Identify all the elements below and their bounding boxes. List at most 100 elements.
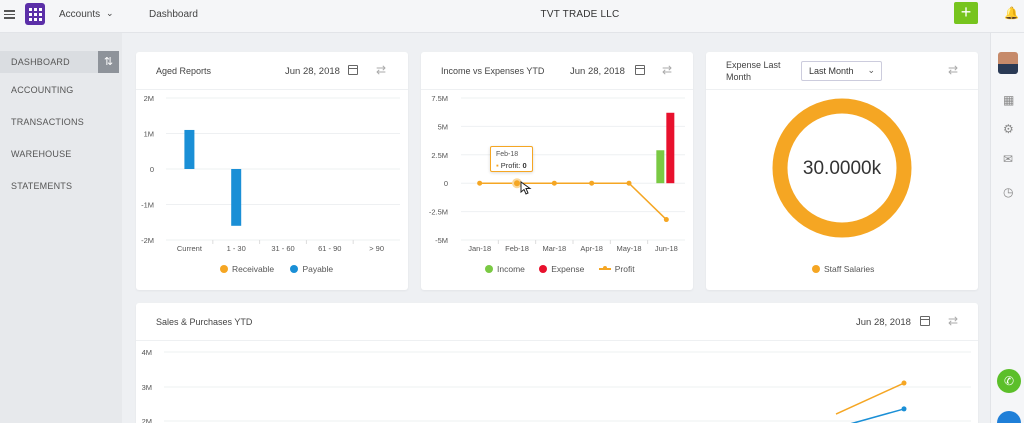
card-title-line2: Month xyxy=(726,72,752,82)
tooltip-value: 0 xyxy=(522,161,527,170)
x-tick-label: Apr-18 xyxy=(580,244,603,253)
sidebar-item-warehouse[interactable]: WAREHOUSE xyxy=(11,149,72,159)
x-tick-label: 31 - 60 xyxy=(271,244,294,253)
card-title: Expense Last Month xyxy=(726,59,781,83)
card-title: Sales & Purchases YTD xyxy=(156,317,253,327)
y-tick-label: 7.5M xyxy=(431,94,448,103)
x-tick-label: Jan-18 xyxy=(468,244,491,253)
sliders-icon[interactable]: ⇅ xyxy=(98,51,119,73)
sales-purchases-card: Sales & Purchases YTD Jun 28, 2018 ⇄ 4M 3… xyxy=(136,303,978,423)
legend-profit: Profit xyxy=(614,264,635,274)
card-header: Expense Last Month Last Month ⌄ ⇄ xyxy=(706,52,978,90)
x-tick-label: 1 - 30 xyxy=(227,244,246,253)
calendar-icon[interactable] xyxy=(348,65,358,75)
x-tick-label: May-18 xyxy=(616,244,641,253)
card-date: Jun 28, 2018 xyxy=(856,317,911,328)
sidebar: ⇅ DASHBOARD ACCOUNTING TRANSACTIONS WARE… xyxy=(0,33,122,423)
app-logo-icon[interactable] xyxy=(25,3,45,25)
calendar-icon[interactable] xyxy=(920,316,930,326)
card-date: Jun 28, 2018 xyxy=(285,66,340,77)
refresh-icon[interactable]: ⇄ xyxy=(662,63,673,77)
income-legend: Income Expense Profit xyxy=(485,264,635,274)
clock-icon[interactable]: ◷ xyxy=(1003,185,1014,199)
breadcrumb: Dashboard xyxy=(149,9,198,20)
profit-point xyxy=(663,217,669,223)
y-tick-label: -2.5M xyxy=(429,208,448,217)
period-select-value: Last Month xyxy=(809,66,854,76)
donut-slice-staff-salaries[interactable] xyxy=(772,98,912,238)
refresh-icon[interactable]: ⇄ xyxy=(948,314,959,328)
expense-legend: Staff Salaries xyxy=(812,264,874,274)
legend-expense: Expense xyxy=(551,264,585,274)
chevron-down-icon: ⌄ xyxy=(867,65,875,75)
payable-swatch xyxy=(290,265,299,273)
tooltip-month: Feb-18 xyxy=(496,151,519,158)
y-tick-label: 2.5M xyxy=(431,151,448,160)
chart-tooltip: Feb-18 ▪ Profit: 0 xyxy=(490,146,533,172)
profit-point xyxy=(589,180,595,186)
sidebar-active-highlight xyxy=(0,51,98,73)
profit-swatch xyxy=(598,266,611,270)
calendar-icon[interactable] xyxy=(635,65,645,75)
income-chart: 7.5M 5M 2.5M 0 -2.5M -5M Jan-18 Feb-18 Mar-18 Apr… xyxy=(429,94,685,253)
bar-income xyxy=(656,150,665,184)
x-tick-label: 61 - 90 xyxy=(318,244,341,253)
y-tick-label: 1M xyxy=(144,130,154,139)
profit-line xyxy=(479,182,667,221)
expense-donut-chart xyxy=(772,98,912,238)
card-title: Income vs Expenses YTD xyxy=(441,66,545,76)
y-tick-label: 0 xyxy=(150,165,154,174)
app-switcher-label[interactable]: Accounts xyxy=(59,9,101,20)
legend-payable: Payable xyxy=(302,264,334,274)
bar-payable xyxy=(184,129,195,169)
gear-icon[interactable]: ⚙ xyxy=(1003,122,1014,136)
y-tick-label: -2M xyxy=(141,236,154,245)
chevron-down-icon[interactable]: ⌄ xyxy=(106,8,114,18)
x-tick-label: Jun-18 xyxy=(655,244,678,253)
mail-icon[interactable]: ✉ xyxy=(1003,152,1014,166)
staff-salaries-swatch xyxy=(812,265,820,273)
card-title: Aged Reports xyxy=(156,66,212,76)
sales-chart: 4M 3M 2M xyxy=(142,348,971,423)
sidebar-item-statements[interactable]: STATEMENTS xyxy=(11,181,73,191)
tooltip-value-row: ▪ Profit: 0 xyxy=(496,161,527,170)
sidebar-item-transactions[interactable]: TRANSACTIONS xyxy=(11,117,84,127)
sales-line xyxy=(835,382,905,415)
chat-button[interactable] xyxy=(997,411,1021,423)
right-toolbar: ▦ ⚙ ✉ ◷ ✆ xyxy=(990,33,1024,423)
income-swatch xyxy=(485,265,493,273)
receivable-swatch xyxy=(220,265,228,273)
top-bar: Accounts ⌄ Dashboard TVT TRADE LLC + 🔔 xyxy=(0,0,1024,33)
sidebar-item-dashboard[interactable]: DASHBOARD xyxy=(11,57,70,67)
card-header: Sales & Purchases YTD Jun 28, 2018 ⇄ xyxy=(136,303,978,341)
profit-point xyxy=(551,180,557,186)
sidebar-item-accounting[interactable]: ACCOUNTING xyxy=(11,85,74,95)
x-tick-label: > 90 xyxy=(369,244,384,253)
expense-swatch xyxy=(539,265,548,273)
layout-icon[interactable]: ▦ xyxy=(1003,93,1015,107)
x-tick-label: Feb-18 xyxy=(505,244,529,253)
bar-expense xyxy=(666,112,675,184)
tooltip-label: Profit: xyxy=(500,161,521,170)
period-select[interactable]: Last Month ⌄ xyxy=(801,61,882,81)
aged-legend: Receivable Payable xyxy=(220,264,333,274)
refresh-icon[interactable]: ⇄ xyxy=(948,63,959,77)
sales-line xyxy=(850,408,905,423)
donut-center-value: 30.0000k xyxy=(802,158,882,179)
y-tick-label: 0 xyxy=(444,179,448,188)
card-title-line1: Expense Last xyxy=(726,60,781,70)
bell-icon[interactable]: 🔔 xyxy=(1004,6,1019,20)
y-tick-label: 5M xyxy=(438,122,448,131)
company-name: TVT TRADE LLC xyxy=(540,9,620,20)
bar-payable xyxy=(231,169,242,226)
x-tick-label: Current xyxy=(177,244,203,253)
y-tick-label: 2M xyxy=(142,417,152,423)
expense-last-month-card: Expense Last Month Last Month ⌄ ⇄ 30.000… xyxy=(706,52,978,290)
avatar[interactable] xyxy=(998,52,1018,74)
add-button[interactable]: + xyxy=(954,2,978,24)
menu-icon[interactable] xyxy=(4,8,15,20)
phone-button[interactable]: ✆ xyxy=(997,369,1021,393)
aged-chart: 2M 1M 0 -1M -2M Current 1 - 30 31 - 60 61 - 90 > … xyxy=(141,94,400,253)
refresh-icon[interactable]: ⇄ xyxy=(376,63,387,77)
y-tick-label: -5M xyxy=(435,236,448,245)
